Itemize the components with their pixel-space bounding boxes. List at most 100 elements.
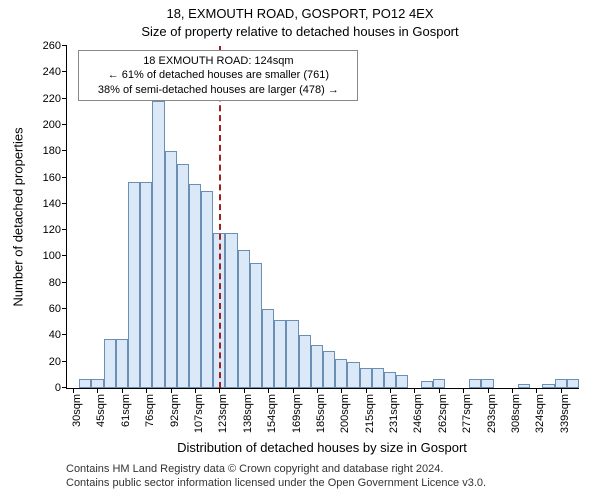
ytick-label: 20 <box>49 356 67 368</box>
histogram-bar <box>311 345 323 388</box>
ytick-label: 100 <box>43 250 67 262</box>
histogram-bar <box>518 384 530 388</box>
xtick-mark <box>219 388 220 393</box>
ytick-label: 0 <box>55 382 67 394</box>
histogram-bar <box>323 351 335 388</box>
histogram-bar <box>555 379 567 388</box>
y-axis-label: Number of detached properties <box>11 127 26 306</box>
xtick-mark <box>439 388 440 393</box>
histogram-bar <box>177 164 189 388</box>
xtick-label: 154sqm <box>266 394 278 433</box>
ytick-mark <box>62 124 67 125</box>
histogram-bar <box>433 379 445 388</box>
xtick-label: 123sqm <box>217 394 229 433</box>
ytick-mark <box>62 150 67 151</box>
xtick-label: 339sqm <box>559 394 571 433</box>
xtick-mark <box>341 388 342 393</box>
xtick-label: 107sqm <box>193 394 205 433</box>
xtick-mark <box>195 388 196 393</box>
xtick-mark <box>463 388 464 393</box>
ytick-mark <box>62 282 67 283</box>
ytick-label: 260 <box>43 40 67 52</box>
histogram-bar <box>347 362 359 388</box>
xtick-label: 215sqm <box>364 394 376 433</box>
histogram-bar <box>469 379 481 388</box>
ytick-label: 120 <box>43 224 67 236</box>
xtick-label: 45sqm <box>95 394 107 427</box>
annotation-box: 18 EXMOUTH ROAD: 124sqm ← 61% of detache… <box>78 50 358 101</box>
histogram-bar <box>372 368 384 388</box>
xtick-label: 92sqm <box>169 394 181 427</box>
ytick-label: 140 <box>43 198 67 210</box>
histogram-bar <box>128 182 140 389</box>
histogram-bar <box>274 320 286 388</box>
ytick-label: 200 <box>43 119 67 131</box>
xtick-mark <box>293 388 294 393</box>
histogram-bar <box>299 335 311 388</box>
page-subtitle: Size of property relative to detached ho… <box>0 24 600 39</box>
ytick-label: 160 <box>43 172 67 184</box>
histogram-bar <box>104 339 116 388</box>
histogram-bar <box>360 368 372 388</box>
histogram-bar <box>91 379 103 388</box>
xtick-mark <box>561 388 562 393</box>
ytick-mark <box>62 98 67 99</box>
histogram-bar <box>165 151 177 388</box>
xtick-mark <box>536 388 537 393</box>
histogram-bar <box>201 191 213 388</box>
xtick-mark <box>414 388 415 393</box>
xtick-mark <box>390 388 391 393</box>
histogram-bar <box>481 379 493 388</box>
xtick-label: 324sqm <box>534 394 546 433</box>
xtick-mark <box>268 388 269 393</box>
ytick-label: 180 <box>43 145 67 157</box>
histogram-bar <box>189 184 201 388</box>
ytick-mark <box>62 361 67 362</box>
histogram-bar <box>116 339 128 388</box>
ytick-label: 220 <box>43 93 67 105</box>
xtick-label: 293sqm <box>486 394 498 433</box>
xtick-mark <box>244 388 245 393</box>
xtick-mark <box>512 388 513 393</box>
histogram-bar <box>286 320 298 388</box>
xtick-label: 61sqm <box>120 394 132 427</box>
ytick-mark <box>62 45 67 46</box>
xtick-label: 200sqm <box>339 394 351 433</box>
histogram-bar <box>542 384 554 388</box>
histogram-bar <box>225 233 237 388</box>
ytick-mark <box>62 229 67 230</box>
x-axis-label: Distribution of detached houses by size … <box>66 440 578 455</box>
annotation-line-2: ← 61% of detached houses are smaller (76… <box>85 68 351 82</box>
annotation-line-3: 38% of semi-detached houses are larger (… <box>85 83 351 97</box>
xtick-mark <box>366 388 367 393</box>
histogram-bar <box>238 250 250 388</box>
xtick-mark <box>171 388 172 393</box>
ytick-mark <box>62 177 67 178</box>
histogram-bar <box>79 379 91 388</box>
xtick-label: 76sqm <box>144 394 156 427</box>
xtick-mark <box>488 388 489 393</box>
ytick-mark <box>62 71 67 72</box>
ytick-label: 240 <box>43 66 67 78</box>
histogram-bar <box>567 379 579 388</box>
histogram-bar <box>262 309 274 388</box>
xtick-label: 262sqm <box>437 394 449 433</box>
xtick-label: 277sqm <box>461 394 473 433</box>
ytick-label: 80 <box>49 277 67 289</box>
ytick-mark <box>62 387 67 388</box>
annotation-line-1: 18 EXMOUTH ROAD: 124sqm <box>85 54 351 68</box>
xtick-label: 30sqm <box>71 394 83 427</box>
ytick-mark <box>62 203 67 204</box>
histogram-bar <box>250 263 262 388</box>
ytick-mark <box>62 255 67 256</box>
histogram-bar <box>396 375 408 388</box>
histogram-bar <box>421 381 433 388</box>
xtick-label: 246sqm <box>412 394 424 433</box>
xtick-label: 169sqm <box>291 394 303 433</box>
histogram-bar <box>335 359 347 388</box>
xtick-mark <box>73 388 74 393</box>
xtick-mark <box>146 388 147 393</box>
xtick-label: 185sqm <box>315 394 327 433</box>
footer-line-2: Contains public sector information licen… <box>66 476 486 490</box>
xtick-mark <box>317 388 318 393</box>
